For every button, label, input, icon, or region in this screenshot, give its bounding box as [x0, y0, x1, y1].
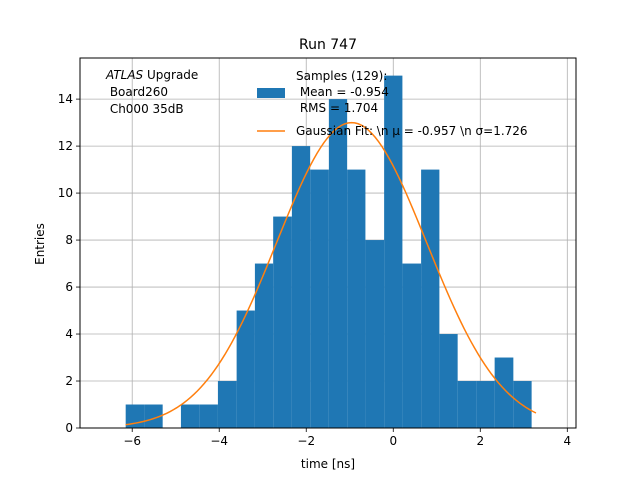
legend-fit-label: Gaussian Fit: \n μ = -0.957 \n σ=1.726: [296, 124, 528, 138]
x-tick-label: 4: [563, 434, 571, 448]
histogram-bar: [365, 240, 385, 428]
x-tick-label: −2: [297, 434, 315, 448]
legend-hist-swatch: [257, 88, 285, 98]
histogram-bar: [476, 381, 495, 428]
gaussian-fit: [125, 121, 537, 426]
axes-frame: [79, 57, 577, 429]
histogram-bar: [273, 216, 292, 428]
histogram-bar: [384, 75, 403, 428]
y-tick-label: 2: [65, 374, 73, 388]
grid: [80, 58, 576, 429]
histogram-bar: [421, 169, 440, 429]
y-tick-label: 14: [58, 92, 73, 106]
x-tick-label: −6: [123, 434, 141, 448]
legend-hist-line2: Mean = -0.954: [296, 85, 389, 99]
y-tick-label: 0: [65, 421, 73, 435]
atlas-annotation: ATLAS Upgrade Board260 Ch000 35dB: [105, 68, 198, 116]
histogram-bar: [180, 404, 200, 428]
chart-title: Run 747: [299, 37, 357, 53]
atlas-label-line1: ATLAS Upgrade: [105, 68, 198, 82]
histogram-bar: [347, 169, 366, 429]
histogram-bar: [402, 263, 422, 428]
histogram-bars: [125, 75, 532, 429]
histogram-bar: [328, 99, 348, 428]
histogram-bar: [144, 404, 163, 428]
histogram-bar: [254, 263, 274, 428]
histogram-bar: [457, 381, 477, 428]
legend: Samples (129): Mean = -0.954 RMS = 1.704…: [257, 69, 528, 138]
histogram-bar: [310, 169, 329, 429]
atlas-board: Board260: [106, 85, 168, 99]
y-tick-label: 4: [65, 327, 73, 341]
y-tick-label: 6: [65, 280, 73, 294]
fit-curve: [125, 121, 537, 426]
legend-hist-line1: Samples (129):: [296, 69, 387, 83]
histogram-bar: [217, 381, 237, 428]
y-tick-label: 12: [58, 139, 73, 153]
x-tick-label: −4: [210, 434, 228, 448]
histogram-bar: [439, 334, 458, 428]
x-tick-label: 0: [389, 434, 397, 448]
histogram-bar: [291, 146, 311, 428]
atlas-italic: ATLAS: [105, 68, 144, 82]
atlas-upgrade: Upgrade: [143, 68, 198, 82]
axis-ticks: −6 −4 −2 0 2 4 0 2 4 6 8 10 12 14: [58, 92, 571, 448]
x-tick-label: 2: [476, 434, 484, 448]
y-axis-label: Entries: [33, 223, 47, 265]
histogram-bar: [236, 310, 255, 428]
legend-hist-line3: RMS = 1.704: [296, 101, 378, 115]
y-tick-label: 10: [58, 186, 73, 200]
atlas-channel: Ch000 35dB: [106, 102, 184, 116]
y-tick-label: 8: [65, 233, 73, 247]
x-axis-label: time [ns]: [301, 457, 355, 471]
histogram-bar: [199, 404, 218, 428]
histogram-bar: [494, 357, 514, 428]
